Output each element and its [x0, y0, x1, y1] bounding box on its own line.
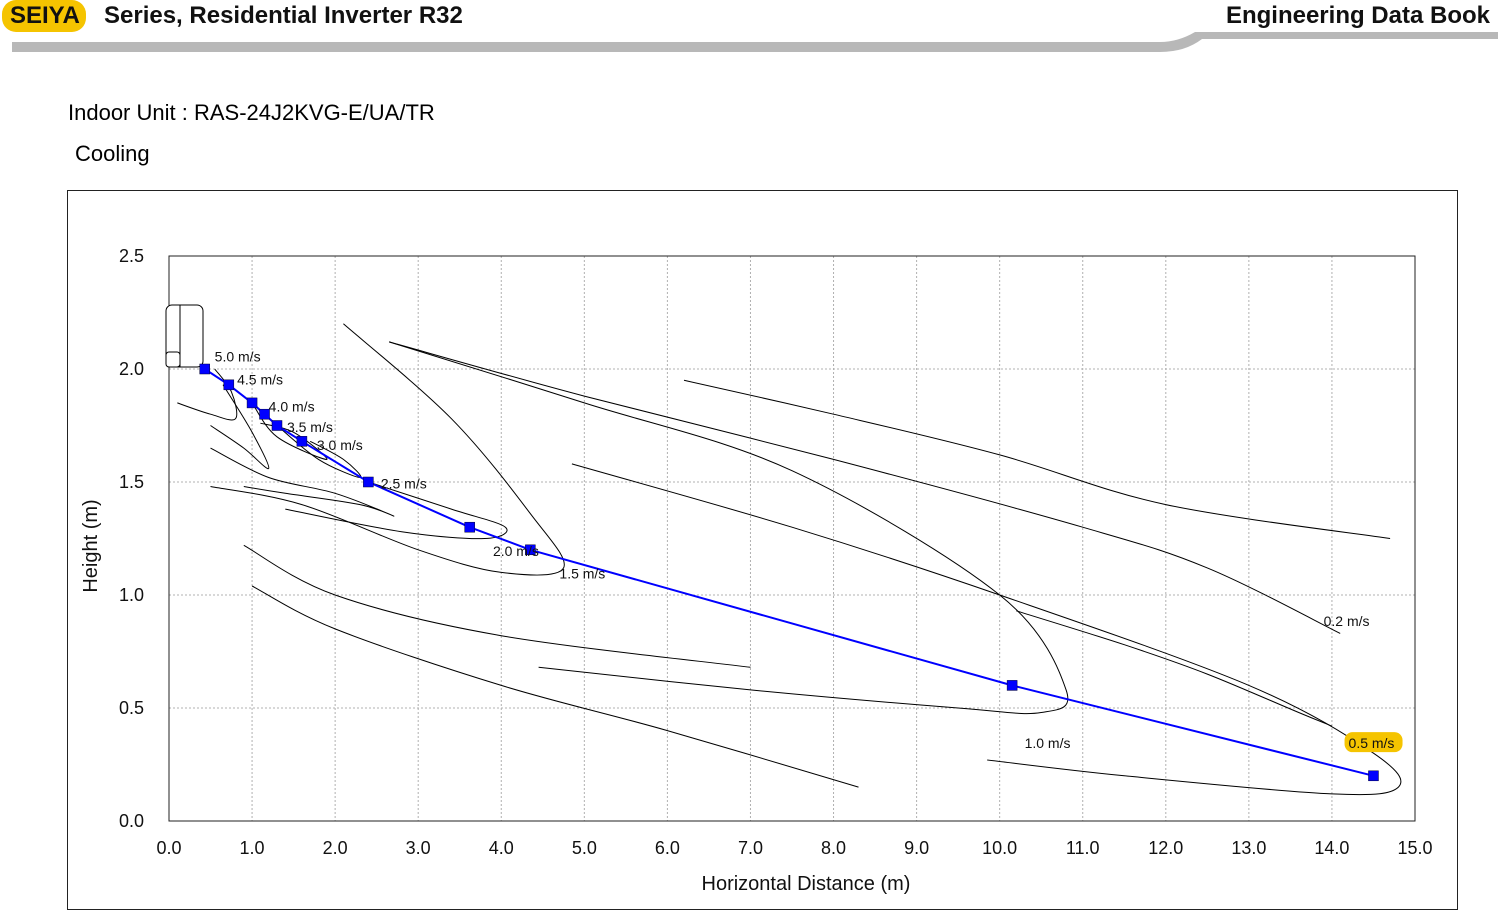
x-tick-label: 4.0 [489, 838, 514, 858]
book-title: Engineering Data Book [1225, 2, 1490, 29]
indoor-unit-label: Indoor Unit : RAS-24J2KVG-E/UA/TR [68, 100, 435, 125]
trajectory-point [363, 476, 374, 488]
trajectory-series [199, 363, 1379, 782]
trajectory-point [464, 521, 475, 533]
velocity-contour [210, 447, 395, 517]
x-tick-label: 6.0 [655, 838, 680, 858]
x-tick-label: 7.0 [738, 838, 763, 858]
velocity-contours [177, 323, 1402, 796]
velocity-label: 0.2 m/s [1324, 613, 1370, 629]
trajectory-line [204, 368, 1374, 777]
velocity-label: 1.5 m/s [559, 566, 605, 582]
x-tick-label: 14.0 [1314, 838, 1349, 858]
velocity-label: 4.5 m/s [237, 371, 283, 387]
velocity-label: 3.0 m/s [317, 437, 363, 453]
velocity-contour [177, 368, 238, 421]
velocity-contour [388, 341, 1069, 715]
velocity-label: 0.5 m/s [1349, 735, 1395, 751]
trajectory-point [525, 544, 536, 556]
indoor-unit-icon [165, 304, 204, 368]
y-axis-label: Height (m) [80, 499, 102, 592]
y-tick-label: 0.5 [119, 698, 144, 718]
velocity-contour [1016, 610, 1333, 727]
velocity-label: 2.5 m/s [381, 475, 427, 491]
y-tick-label: 1.0 [119, 585, 144, 605]
velocity-labels: 5.0 m/s 4.5 m/s 4.0 m/s 3.5 m/s 3.0 m/s 2.5 m… [215, 349, 1403, 753]
series-title: Series, Residential Inverter R32 [104, 2, 463, 29]
x-tick-label: 8.0 [821, 838, 846, 858]
trajectory-point [259, 408, 270, 420]
y-tick-label: 2.5 [119, 246, 144, 266]
x-tick-label: 3.0 [406, 838, 431, 858]
page-header: SEIYA Series, Residential Inverter R32 E… [0, 0, 1498, 60]
velocity-contour [251, 585, 859, 788]
y-tick-label: 0.0 [119, 811, 144, 831]
plot-area-border [168, 255, 1416, 822]
velocity-label: 2.0 m/s [493, 543, 539, 559]
trajectory-point [199, 363, 210, 375]
velocity-label-highlight [1344, 732, 1403, 753]
velocity-contour [210, 323, 565, 576]
velocity-contour [388, 341, 1341, 634]
x-tick-label: 13.0 [1231, 838, 1266, 858]
velocity-label: 5.0 m/s [215, 349, 261, 365]
x-tick-labels: 0.0 1.0 2.0 3.0 4.0 5.0 6.0 7.0 8.0 9.0 10.0 11.0 12… [156, 838, 1432, 858]
chart-grid [169, 256, 1415, 821]
trajectory-point [1006, 680, 1018, 691]
trajectory-point [1368, 770, 1379, 782]
velocity-contour [285, 481, 508, 540]
x-tick-label: 2.0 [323, 838, 348, 858]
velocity-label: 3.5 m/s [287, 419, 333, 435]
trajectory-point [271, 420, 283, 431]
trajectory-point [223, 379, 235, 391]
velocity-label: 1.0 m/s [1025, 735, 1071, 751]
velocity-contour [571, 463, 1402, 796]
x-tick-label: 12.0 [1148, 838, 1183, 858]
x-axis-label: Horizontal Distance (m) [702, 873, 911, 894]
header-rule [12, 32, 1498, 52]
mode-label: Cooling [75, 141, 150, 166]
velocity-contour [210, 384, 270, 470]
trajectory-point [246, 397, 258, 409]
y-tick-label: 2.0 [119, 359, 144, 379]
trajectory-point [296, 436, 308, 447]
velocity-label: 4.0 m/s [269, 398, 315, 414]
x-tick-label: 5.0 [572, 838, 597, 858]
x-tick-label: 1.0 [240, 838, 265, 858]
brand-badge: SEIYA [2, 0, 86, 32]
x-tick-label: 15.0 [1397, 838, 1432, 858]
velocity-contour [243, 544, 751, 668]
x-tick-label: 10.0 [982, 838, 1017, 858]
x-tick-label: 9.0 [904, 838, 929, 858]
x-tick-label: 0.0 [156, 838, 181, 858]
y-tick-label: 1.5 [119, 472, 144, 492]
x-tick-label: 11.0 [1066, 838, 1100, 858]
y-tick-labels: 0.0 0.5 1.0 1.5 2.0 2.5 [119, 246, 144, 831]
velocity-contour [683, 379, 1391, 539]
